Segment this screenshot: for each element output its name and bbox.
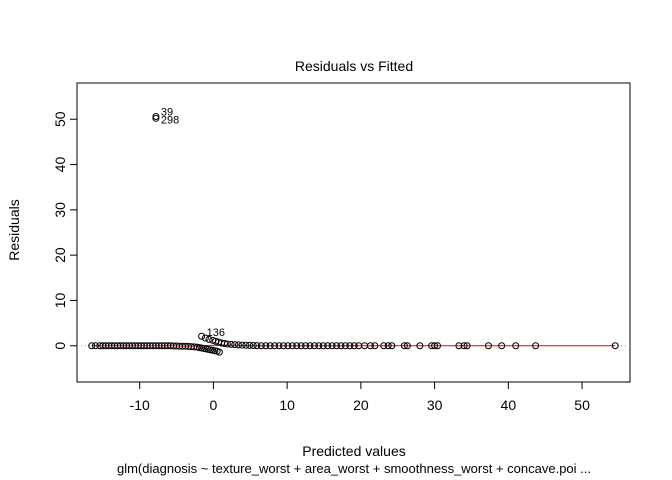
data-point — [234, 341, 242, 349]
data-point — [249, 342, 257, 350]
y-tick-label: 20 — [52, 247, 68, 263]
data-point — [275, 342, 283, 350]
data-point — [460, 342, 468, 350]
data-point — [227, 340, 235, 348]
data-point — [253, 342, 261, 350]
point-label: 39 — [161, 107, 173, 119]
x-tick-label: 20 — [353, 397, 369, 413]
data-point — [416, 342, 424, 350]
y-tick-label: 10 — [52, 292, 68, 308]
x-tick-label: 30 — [427, 397, 443, 413]
data-point — [302, 342, 310, 350]
data-point — [341, 342, 349, 350]
data-point — [455, 342, 463, 350]
y-tick-label: 0 — [52, 342, 68, 350]
data-point — [319, 342, 327, 350]
x-axis: -10 0 10 20 30 40 50 — [130, 382, 590, 413]
data-point — [88, 342, 96, 350]
data-point — [220, 339, 228, 347]
model-formula-subtitle: glm(diagnosis ~ texture_worst + area_wor… — [117, 461, 591, 476]
data-point — [190, 343, 198, 351]
data-point — [152, 113, 160, 121]
data-point — [238, 341, 246, 349]
data-points — [88, 113, 619, 356]
data-point — [532, 342, 540, 350]
data-point — [346, 342, 354, 350]
data-point — [284, 342, 292, 350]
data-point — [484, 342, 492, 350]
data-point — [463, 342, 471, 350]
x-axis-title: Predicted values — [302, 443, 406, 459]
data-point — [388, 342, 396, 350]
data-point — [201, 334, 209, 342]
data-point — [257, 342, 265, 350]
data-point — [152, 114, 160, 122]
point-label: 298 — [161, 114, 179, 126]
data-point — [306, 342, 314, 350]
data-point — [91, 342, 99, 350]
x-tick-label: 50 — [574, 397, 590, 413]
y-axis: 0 10 20 30 40 50 — [52, 111, 77, 350]
data-point — [315, 342, 323, 350]
x-tick-label: 10 — [279, 397, 295, 413]
data-point — [246, 341, 254, 349]
data-point — [350, 342, 358, 350]
data-point — [371, 342, 379, 350]
data-point — [512, 342, 520, 350]
data-point — [215, 348, 223, 356]
data-point — [611, 342, 619, 350]
data-point — [288, 342, 296, 350]
x-tick-label: 0 — [210, 397, 218, 413]
point-label: 136 — [207, 327, 225, 339]
data-point — [297, 342, 305, 350]
plot-frame — [76, 82, 631, 383]
data-point — [262, 342, 270, 350]
data-point — [310, 342, 318, 350]
y-tick-label: 40 — [52, 157, 68, 173]
data-point — [266, 342, 274, 350]
chart-title: Residuals vs Fitted — [295, 58, 413, 74]
y-tick-label: 30 — [52, 202, 68, 218]
data-point — [223, 340, 231, 348]
y-tick-label: 50 — [52, 111, 68, 127]
data-point — [366, 342, 374, 350]
data-point — [293, 342, 301, 350]
x-tick-label: 40 — [501, 397, 517, 413]
data-point — [403, 342, 411, 350]
data-point — [205, 335, 213, 343]
x-tick-label: -10 — [130, 397, 150, 413]
data-point — [328, 342, 336, 350]
data-point — [498, 342, 506, 350]
data-point — [279, 342, 287, 350]
data-point — [198, 332, 206, 340]
data-point — [434, 342, 442, 350]
y-axis-title: Residuals — [6, 199, 22, 260]
data-point — [231, 341, 239, 349]
data-point — [400, 342, 408, 350]
data-point — [333, 342, 341, 350]
data-point — [384, 342, 392, 350]
data-point — [271, 342, 279, 350]
data-point — [380, 342, 388, 350]
data-point — [242, 341, 250, 349]
data-point — [431, 342, 439, 350]
data-point — [337, 342, 345, 350]
data-point — [324, 342, 332, 350]
